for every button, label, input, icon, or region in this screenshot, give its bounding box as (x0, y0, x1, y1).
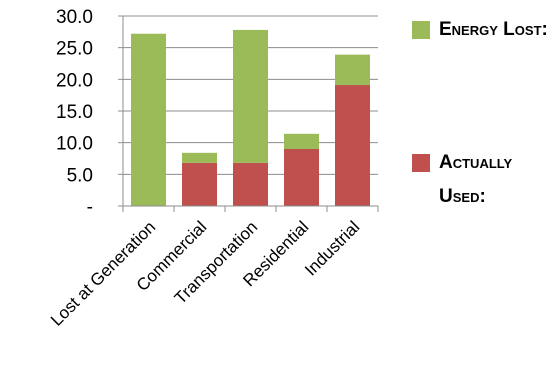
bars (131, 29, 370, 206)
x-category-label: Industrial (301, 217, 363, 279)
bar-energy-lost (182, 152, 217, 163)
bar-actually-used (182, 162, 217, 206)
y-tick-label: 15.0 (56, 102, 93, 123)
y-tick-label: 25.0 (56, 39, 93, 60)
y-tick-label: 5.0 (67, 165, 93, 186)
bar-actually-used (233, 162, 268, 206)
bar-energy-lost (233, 29, 268, 163)
legend-actually-used: Actually Used: (412, 146, 549, 216)
bar-energy-lost (335, 54, 370, 86)
legend-label-energy-lost: Energy Lost: (439, 19, 548, 40)
legend-energy-lost: Energy Lost: (412, 13, 549, 83)
legend-swatch-actually-used (412, 154, 430, 172)
y-tick-label: - (87, 197, 93, 218)
y-tick-label: 10.0 (56, 134, 93, 155)
legend-label-actually-used: Actually Used: (439, 152, 513, 207)
y-tick-labels: - 5.0 10.0 15.0 20.0 25.0 30.0 (56, 7, 93, 218)
y-tick-label: 20.0 (56, 70, 93, 91)
x-category-labels: Lost at GenerationCommercialTransportati… (47, 217, 363, 329)
bar-energy-lost (284, 133, 319, 149)
y-tick-label: 30.0 (56, 7, 93, 28)
bar-actually-used (335, 85, 370, 206)
bar-actually-used (284, 149, 319, 206)
bar-energy-lost (131, 33, 166, 206)
legend-swatch-energy-lost (412, 21, 430, 39)
axes (118, 15, 379, 212)
